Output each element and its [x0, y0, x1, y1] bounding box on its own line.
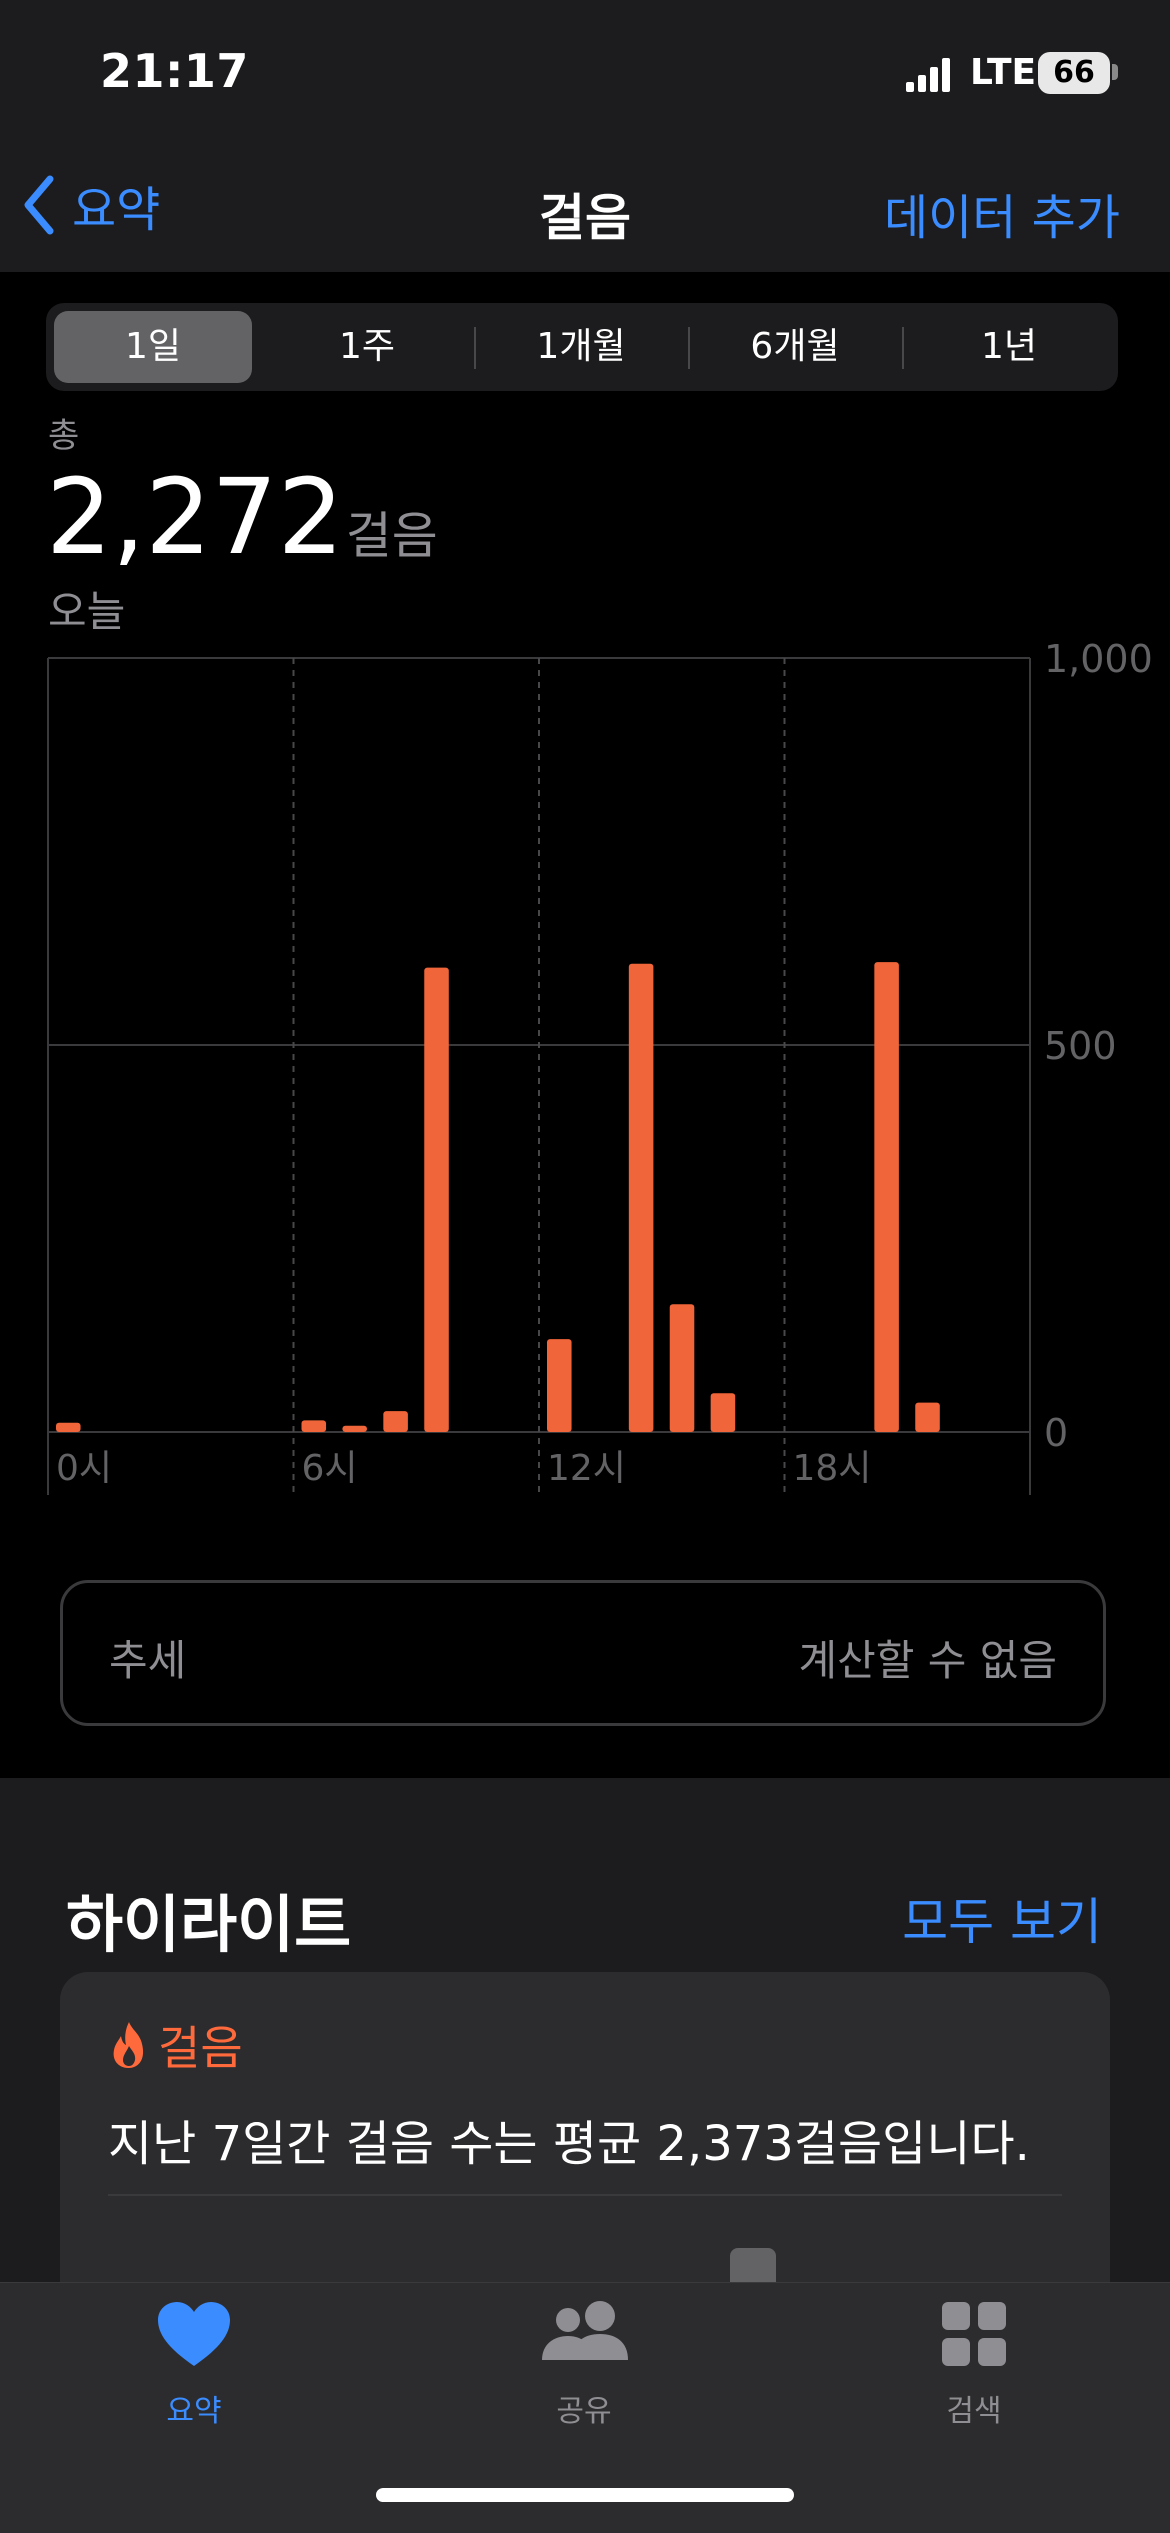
total-steps-value: 2,272	[46, 456, 344, 578]
tab-browse[interactable]: 검색	[874, 2300, 1074, 2430]
chart-x-tick-label: 18시	[793, 1448, 872, 1489]
segment-1-week[interactable]: 1주	[338, 326, 396, 367]
chart-bar[interactable]	[669, 1304, 695, 1432]
chart-y-tick-label: 500	[1044, 1024, 1117, 1068]
highlight-divider	[108, 2194, 1062, 2196]
segment-divider	[902, 327, 904, 369]
see-all-link[interactable]: 모두 보기	[902, 1893, 1102, 1951]
signal-icon	[906, 58, 950, 92]
status-time: 21:17	[100, 44, 249, 98]
trend-card[interactable]: 추세 계산할 수 없음	[60, 1580, 1106, 1726]
chart-bar[interactable]	[342, 1425, 367, 1432]
back-button[interactable]: 요약	[22, 170, 160, 240]
chevron-left-icon	[24, 175, 54, 235]
flame-icon	[113, 2022, 144, 2068]
tab-summary[interactable]: 요약	[94, 2300, 294, 2430]
highlight-category-label: 걸음	[158, 2021, 243, 2075]
total-steps-unit: 걸음	[345, 507, 438, 565]
battery-icon: 66	[1038, 52, 1110, 94]
chart-bar[interactable]	[874, 962, 899, 1432]
chart-bar[interactable]	[547, 1339, 572, 1432]
segment-1-day[interactable]: 1일	[54, 311, 252, 383]
chart-x-tick-label: 0시	[56, 1448, 112, 1489]
tab-summary-label: 요약	[166, 2394, 222, 2429]
people-icon	[542, 2301, 628, 2360]
chart-x-tick-label: 6시	[302, 1448, 358, 1489]
chart-y-tick-label: 0	[1044, 1411, 1068, 1455]
network-type: LTE	[970, 52, 1037, 93]
back-label: 요약	[72, 182, 161, 238]
segment-divider	[474, 327, 476, 369]
segment-1-month[interactable]: 1개월	[536, 326, 626, 367]
chart-bar[interactable]	[56, 1422, 81, 1432]
segment-6-months[interactable]: 6개월	[750, 326, 840, 367]
chart-bar[interactable]	[710, 1393, 736, 1432]
tab-browse-label: 검색	[946, 2394, 1002, 2429]
segment-divider	[688, 327, 690, 369]
tab-sharing-label: 공유	[556, 2394, 612, 2429]
highlight-text: 지난 7일간 걸음 수는 평균 2,373걸음입니다.	[108, 2116, 1030, 2172]
highlight-category: 걸음	[108, 2012, 243, 2078]
heart-icon	[158, 2302, 230, 2366]
segment-1-year[interactable]: 1년	[980, 326, 1038, 367]
trend-label: 추세	[109, 1636, 187, 1685]
total-label: 총	[48, 416, 80, 456]
time-range-segmented-control: 1일 1주 1개월 6개월 1년	[46, 303, 1118, 391]
tab-sharing[interactable]: 공유	[484, 2300, 684, 2430]
chart-bar[interactable]	[628, 963, 654, 1432]
total-steps: 2,272걸음	[46, 462, 438, 591]
battery-tip	[1112, 64, 1118, 80]
page-title: 걸음	[539, 189, 631, 247]
add-data-button[interactable]: 데이터 추가	[883, 190, 1120, 246]
steps-bar-chart[interactable]: 0시 6시 12시 18시 1,000 500 0	[0, 640, 1170, 1510]
top-bar	[0, 0, 1170, 272]
chart-bar[interactable]	[424, 967, 449, 1432]
chart-x-tick-label: 12시	[547, 1448, 626, 1489]
chart-bar[interactable]	[383, 1411, 408, 1432]
chart-bar[interactable]	[915, 1402, 940, 1432]
trend-value: 계산할 수 없음	[798, 1636, 1057, 1685]
highlights-title: 하이라이트	[66, 1888, 352, 1961]
home-indicator	[376, 2488, 794, 2502]
grid-icon	[942, 2302, 1006, 2366]
chart-bar[interactable]	[301, 1420, 327, 1432]
chart-y-tick-label: 1,000	[1044, 640, 1153, 681]
date-label: 오늘	[48, 587, 126, 636]
